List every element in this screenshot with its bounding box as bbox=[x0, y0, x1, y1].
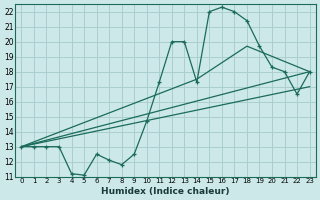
X-axis label: Humidex (Indice chaleur): Humidex (Indice chaleur) bbox=[101, 187, 230, 196]
